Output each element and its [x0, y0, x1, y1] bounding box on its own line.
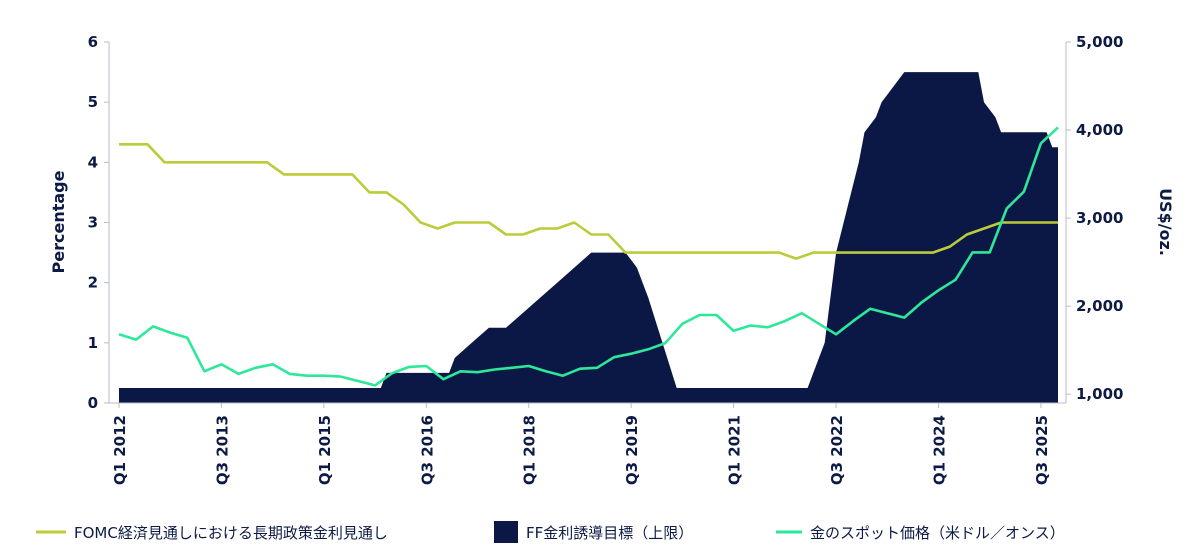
- left-tick-label: 5: [88, 93, 98, 111]
- x-tick-label: Q1 2018: [521, 415, 539, 485]
- left-axis-title: Percentage: [49, 170, 68, 273]
- right-tick-label: 1,000: [1076, 385, 1123, 403]
- legend-label-fomc: FOMC経済見通しにおける長期政策金利見通し: [74, 524, 388, 542]
- x-tick-label: Q3 2013: [213, 415, 231, 485]
- right-tick-label: 3,000: [1076, 209, 1123, 227]
- left-tick-label: 1: [88, 334, 98, 352]
- x-tick-label: Q3 2019: [623, 415, 641, 485]
- x-axis-ticks: Q1 2012 Q3 2013 Q1 2015 Q3 2016 Q1 2018 Q3 20…: [111, 403, 1051, 485]
- left-axis-ticks: 0 1 2 3 4 5 6: [88, 33, 109, 412]
- left-tick-label: 2: [88, 274, 98, 292]
- legend-swatch-ff: [494, 521, 518, 543]
- left-tick-label: 4: [88, 153, 98, 171]
- left-tick-label: 0: [88, 394, 98, 412]
- legend: FOMC経済見通しにおける長期政策金利見通し FF金利誘導目標（上限） 金のスポット…: [36, 521, 1065, 543]
- left-tick-label: 6: [88, 33, 98, 51]
- line-layer: [118, 126, 1059, 387]
- right-tick-label: 2,000: [1076, 297, 1123, 315]
- legend-item-gold: 金のスポット価格（米ドル／オンス）: [776, 524, 1065, 542]
- gold-line: [118, 126, 1059, 387]
- left-tick-label: 3: [88, 214, 98, 232]
- right-axis-title: US$/oz.: [1156, 188, 1175, 256]
- legend-label-gold: 金のスポット価格（米ドル／オンス）: [810, 524, 1065, 542]
- right-tick-label: 5,000: [1076, 33, 1123, 51]
- legend-label-ff: FF金利誘導目標（上限）: [526, 524, 693, 542]
- x-tick-label: Q1 2015: [316, 415, 334, 485]
- ff-rate-area: [119, 72, 1058, 403]
- x-tick-label: Q1 2021: [726, 415, 744, 485]
- x-tick-label: Q3 2016: [418, 415, 436, 485]
- right-tick-label: 4,000: [1076, 121, 1123, 139]
- fomc-line: [119, 143, 1058, 260]
- x-tick-label: Q1 2012: [111, 415, 129, 485]
- legend-item-ff: FF金利誘導目標（上限）: [494, 521, 693, 543]
- x-tick-label: Q3 2022: [828, 415, 846, 485]
- x-tick-label: Q3 2025: [1033, 415, 1051, 485]
- right-axis-ticks: 1,000 2,000 3,000 4,000 5,000: [1066, 33, 1123, 403]
- x-tick-label: Q1 2024: [931, 415, 949, 485]
- legend-item-fomc: FOMC経済見通しにおける長期政策金利見通し: [36, 524, 388, 542]
- ff-rate-area-layer: [119, 72, 1058, 403]
